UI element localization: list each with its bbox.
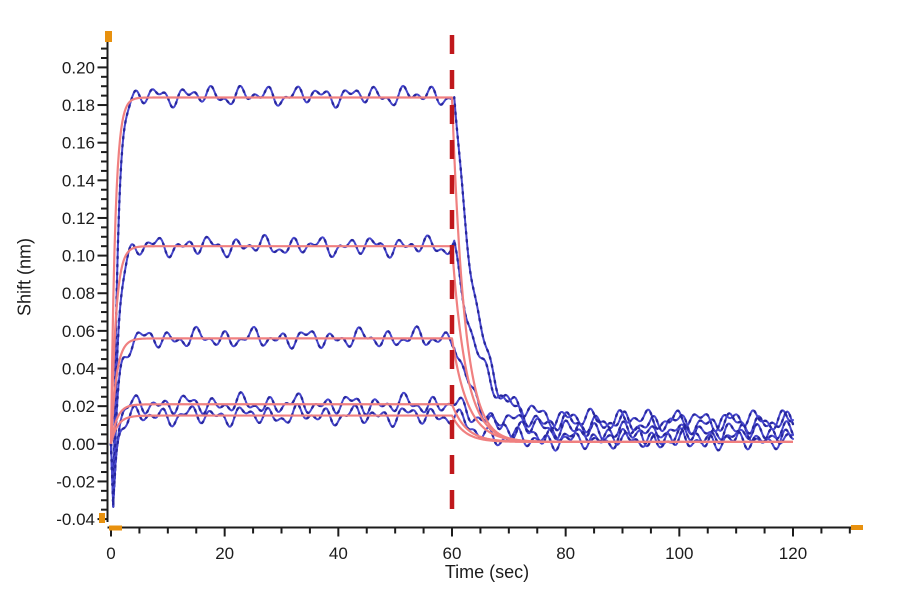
x-tick-label: 120 [779, 544, 807, 563]
y-tick-label: 0.12 [62, 209, 95, 228]
y-tick-label: 0.20 [62, 58, 95, 77]
y-tick-label: -0.02 [56, 472, 95, 491]
y-tick-label: 0.00 [62, 435, 95, 454]
y-axis-title: Shift (nm) [14, 237, 35, 317]
x-tick-label: 20 [215, 544, 234, 563]
y-tick-label: 0.14 [62, 171, 95, 190]
y-tick-label: 0.10 [62, 247, 95, 266]
x-axis-right-cap-icon [851, 525, 863, 530]
x-tick-label: 40 [329, 544, 348, 563]
y-tick-label: 0.06 [62, 322, 95, 341]
y-axis-bottom-cap-icon [99, 513, 105, 523]
fit-curve-fit-5 [109, 414, 793, 445]
x-axis-title: Time (sec) [444, 562, 530, 582]
tick-labels: -0.04 -0.02 0.00 0.02 0.04 0.06 0.08 0.10 0.12 0.… [56, 58, 807, 563]
data-trace-markers-trace-2 [109, 233, 795, 508]
y-tick-label: 0.08 [62, 284, 95, 303]
y-tick-label: -0.04 [56, 510, 95, 529]
y-tick-label: 0.02 [62, 397, 95, 416]
x-tick-label: 0 [106, 544, 115, 563]
y-tick-label: 0.04 [62, 360, 95, 379]
x-tick-label: 80 [556, 544, 575, 563]
y-axis-top-cap-icon [105, 31, 112, 42]
y-tick-label: 0.16 [62, 134, 95, 153]
data-trace-markers-trace-5 [109, 402, 795, 501]
x-axis-left-cap-icon [109, 525, 122, 531]
y-tick-label: 0.18 [62, 96, 95, 115]
axis-end-caps [99, 31, 863, 531]
axes [97, 38, 851, 537]
data-trace-markers-trace-1 [109, 84, 795, 509]
x-tick-label: 60 [443, 544, 462, 563]
fit-curves [109, 96, 793, 445]
x-tick-label: 100 [665, 544, 693, 563]
